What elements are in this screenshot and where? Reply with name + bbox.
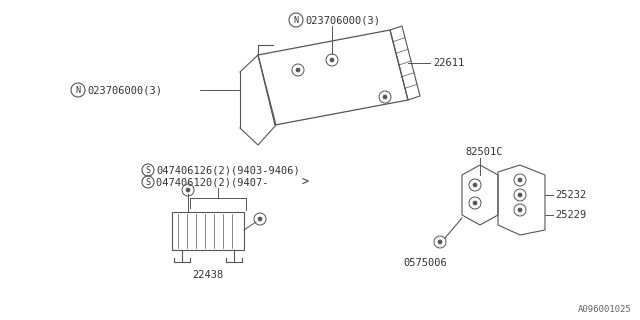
Circle shape xyxy=(186,188,190,192)
Text: 023706000(3): 023706000(3) xyxy=(87,85,162,95)
Text: 22611: 22611 xyxy=(433,58,464,68)
Circle shape xyxy=(473,183,477,187)
Circle shape xyxy=(518,208,522,212)
Circle shape xyxy=(518,178,522,182)
Text: 82501C: 82501C xyxy=(465,147,502,157)
Bar xyxy=(172,212,244,250)
Text: 047406120(2)(9407-: 047406120(2)(9407- xyxy=(156,177,281,187)
Text: 22438: 22438 xyxy=(193,270,223,280)
Circle shape xyxy=(473,201,477,205)
Text: 023706000(3): 023706000(3) xyxy=(305,15,380,25)
Text: 25229: 25229 xyxy=(555,210,586,220)
Circle shape xyxy=(296,68,300,72)
Text: N: N xyxy=(76,85,81,94)
Circle shape xyxy=(330,58,334,62)
Text: S: S xyxy=(145,165,150,174)
Text: >: > xyxy=(302,175,309,188)
Text: S: S xyxy=(145,178,150,187)
Circle shape xyxy=(438,240,442,244)
Text: 0575006: 0575006 xyxy=(403,258,447,268)
Circle shape xyxy=(258,217,262,221)
Circle shape xyxy=(383,95,387,99)
Text: N: N xyxy=(294,15,298,25)
Text: A096001025: A096001025 xyxy=(579,305,632,314)
Circle shape xyxy=(518,193,522,197)
Text: 25232: 25232 xyxy=(555,190,586,200)
Text: 047406126(2)(9403-9406): 047406126(2)(9403-9406) xyxy=(156,165,300,175)
